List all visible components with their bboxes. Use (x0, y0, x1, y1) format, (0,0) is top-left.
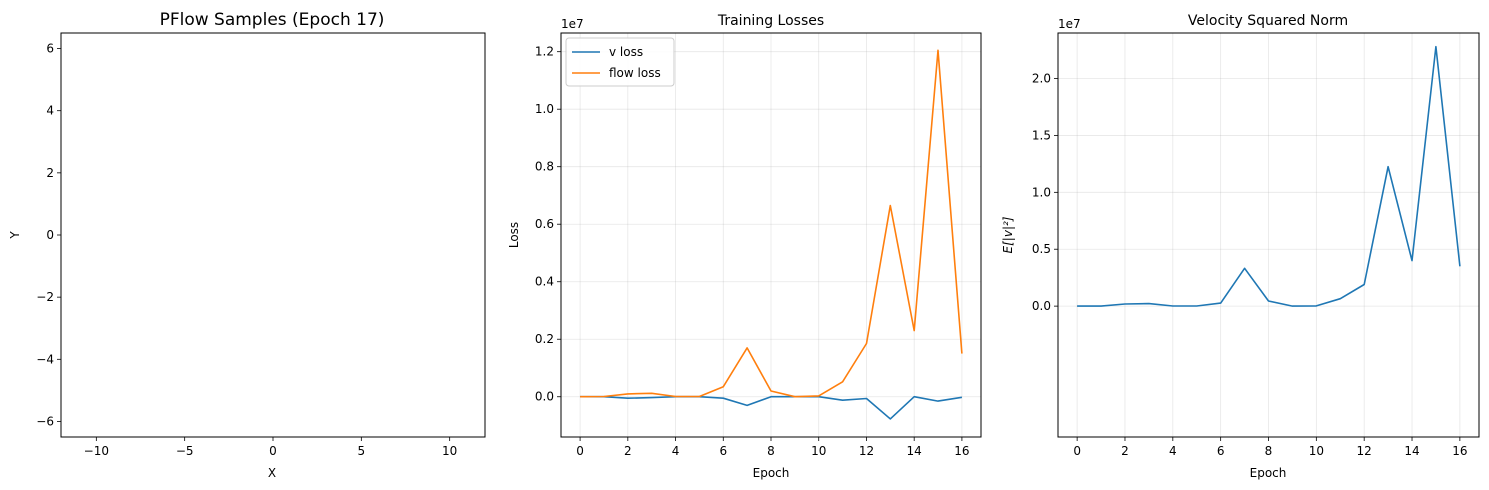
losses-ylabel: Loss (507, 222, 521, 248)
losses-xlabel: Epoch (753, 466, 790, 480)
velocity-xtick-label: 0 (1073, 444, 1081, 458)
losses-xtick-label: 8 (767, 444, 775, 458)
velocity-offset-label: 1e7 (1058, 17, 1081, 31)
losses-ytick-label: 0.0 (535, 390, 554, 404)
velocity-xtick-label: 14 (1404, 444, 1419, 458)
velocity-lines (1077, 45, 1461, 307)
velocity-xtick-label: 12 (1357, 444, 1372, 458)
losses-xtick-label: 6 (719, 444, 727, 458)
losses-ytick-label: 1.2 (535, 45, 554, 59)
velocity-ylabel: E[|v|²] (1001, 216, 1015, 253)
samples-ytick-label: −6 (36, 414, 54, 428)
samples-ytick-label: 6 (46, 42, 54, 56)
velocity-title: Velocity Squared Norm (1188, 13, 1348, 29)
samples-ytick-label: −2 (36, 290, 54, 304)
samples-panel: PFlow Samples (Epoch 17) X Y −10 −5 0 5 10 −6… (8, 10, 486, 480)
velocity-ytick-label: 2.0 (1032, 72, 1051, 86)
legend-label-v-loss: v loss (609, 45, 643, 59)
samples-ytick-label: 0 (46, 228, 54, 242)
velocity-ytick-label: 0.5 (1032, 242, 1051, 256)
velocity-series-line-0 (1077, 45, 1461, 307)
samples-xtick-label: −5 (176, 444, 194, 458)
samples-ytick-label: 2 (46, 166, 54, 180)
samples-ytick-label: −4 (36, 352, 54, 366)
losses-ytick-label: 0.8 (535, 160, 554, 174)
losses-lines (580, 49, 963, 420)
legend-label-flow-loss: flow loss (609, 66, 661, 80)
samples-xlabel: X (268, 466, 276, 480)
samples-xtick-label: 10 (442, 444, 457, 458)
losses-plot-area (560, 32, 982, 438)
velocity-plot-area (1057, 32, 1480, 438)
samples-ticks: −10 −5 0 5 10 −6 −4 −2 0 2 4 6 (36, 42, 457, 458)
losses-ytick-label: 0.4 (535, 275, 554, 289)
losses-ytick-label: 1.0 (535, 102, 554, 116)
losses-ticks: 0 2 4 6 8 10 12 14 16 0.0 0.2 0.4 0.6 0.8 1.0 1.2 (535, 45, 970, 458)
velocity-ytick-label: 1.0 (1032, 185, 1051, 199)
losses-xtick-label: 4 (672, 444, 680, 458)
losses-panel: 0 2 4 6 8 10 12 14 16 0.0 0.2 0.4 0.6 0.8 1.0 1.2 Train… (507, 13, 982, 480)
legend-frame (565, 37, 675, 87)
velocity-xtick-label: 4 (1169, 444, 1177, 458)
losses-xtick-label: 12 (859, 444, 874, 458)
losses-title: Training Losses (717, 13, 824, 29)
samples-ylabel: Y (8, 231, 22, 240)
losses-xtick-label: 16 (954, 444, 969, 458)
samples-plot-area (60, 32, 486, 438)
losses-xtick-label: 10 (811, 444, 826, 458)
losses-ytick-label: 0.2 (535, 332, 554, 346)
samples-title: PFlow Samples (Epoch 17) (160, 10, 385, 30)
samples-xtick-label: 5 (358, 444, 366, 458)
losses-xtick-label: 2 (624, 444, 632, 458)
losses-grid (561, 33, 981, 437)
velocity-grid (1058, 33, 1479, 437)
samples-xtick-label: 0 (269, 444, 277, 458)
losses-series-line-0 (580, 395, 963, 420)
velocity-xtick-label: 16 (1452, 444, 1467, 458)
losses-offset-label: 1e7 (561, 17, 584, 31)
velocity-xlabel: Epoch (1250, 466, 1287, 480)
velocity-panel: 0 2 4 6 8 10 12 14 16 0.0 0.5 1.0 1.5 2.0 Velocity Sq… (1001, 13, 1480, 480)
losses-series-line-1 (580, 49, 963, 398)
velocity-xtick-label: 6 (1217, 444, 1225, 458)
velocity-ytick-label: 0.0 (1032, 299, 1051, 313)
losses-xtick-label: 14 (907, 444, 922, 458)
samples-xtick-label: −10 (84, 444, 109, 458)
losses-legend: v loss flow loss (565, 37, 675, 87)
velocity-xtick-label: 2 (1121, 444, 1129, 458)
samples-ytick-label: 4 (46, 104, 54, 118)
velocity-ytick-label: 1.5 (1032, 128, 1051, 142)
velocity-ticks: 0 2 4 6 8 10 12 14 16 0.0 0.5 1.0 1.5 2.0 (1032, 72, 1468, 458)
losses-ytick-label: 0.6 (535, 217, 554, 231)
velocity-xtick-label: 10 (1309, 444, 1324, 458)
losses-xtick-label: 0 (576, 444, 584, 458)
velocity-xtick-label: 8 (1265, 444, 1273, 458)
